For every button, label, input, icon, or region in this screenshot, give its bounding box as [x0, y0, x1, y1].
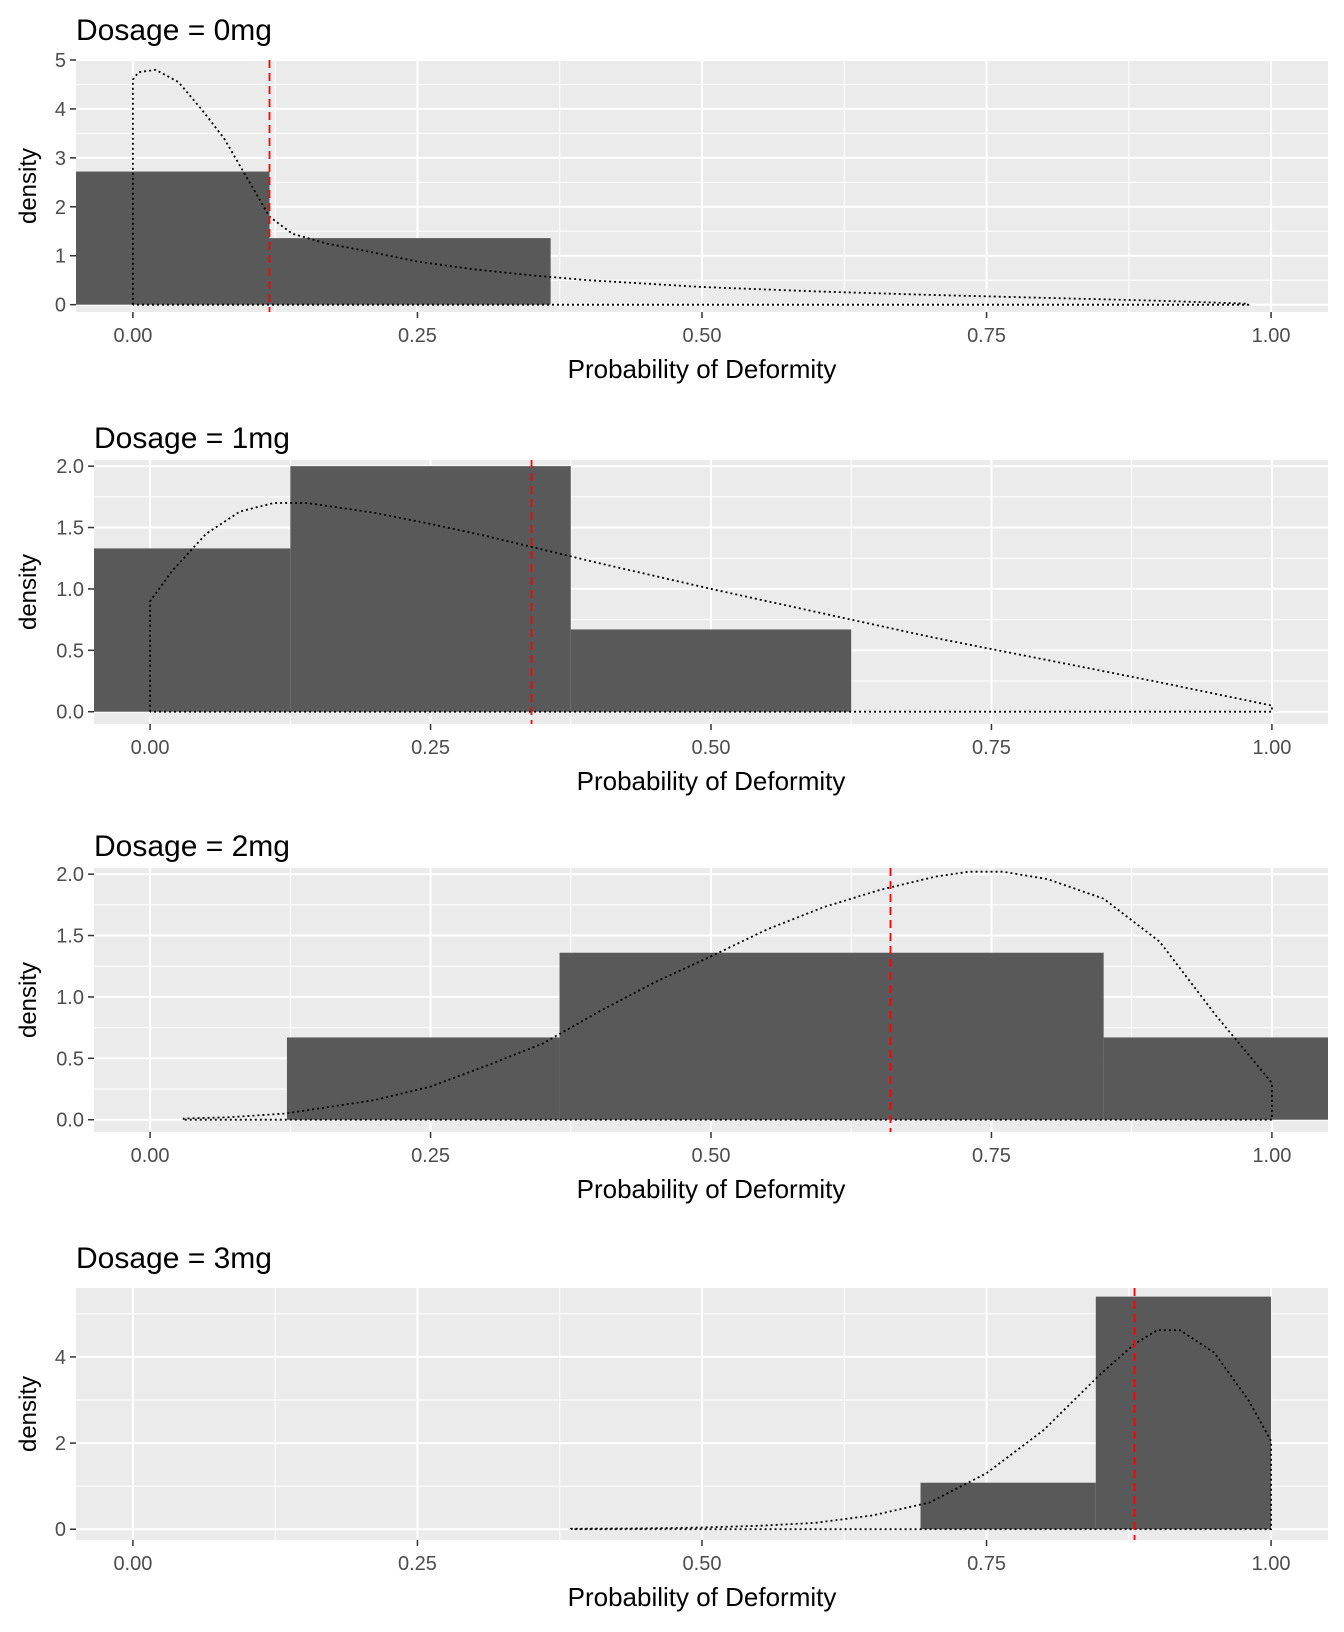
- x-tick-label: 0.00: [131, 737, 170, 759]
- x-tick-label: 0.75: [972, 737, 1011, 759]
- histogram-bar-1: [269, 238, 551, 305]
- y-tick-label: 2.0: [56, 864, 84, 886]
- x-tick-label: 0.25: [411, 1145, 450, 1167]
- y-axis-label: density: [15, 554, 42, 630]
- y-tick-label: 0: [55, 295, 66, 317]
- plot-area: [76, 1288, 1328, 1540]
- y-tick-label: 1.5: [56, 926, 84, 948]
- x-tick-label: 0.75: [967, 1553, 1006, 1575]
- x-tick-label: 0.25: [398, 1553, 437, 1575]
- histogram-bar-1: [290, 466, 571, 712]
- x-tick-label: 1.00: [1252, 737, 1291, 759]
- y-tick-label: 1.0: [56, 987, 84, 1009]
- y-tick-label: 3: [55, 148, 66, 170]
- x-tick-label: 1.00: [1252, 325, 1291, 347]
- chart-title: Dosage = 3mg: [76, 1242, 272, 1275]
- chart-panel-2: Dosage = 2mg 0.00 0.25 0.50 0.75 1.00 0.0 0.5 1.…: [15, 830, 1328, 1204]
- plot-area: [94, 868, 1328, 1132]
- x-tick-label: 0.75: [972, 1145, 1011, 1167]
- density-curve: [182, 870, 1273, 1121]
- density-curve: [570, 1329, 1272, 1531]
- y-tick-label: 2: [55, 197, 66, 219]
- y-tick-label: 0.0: [56, 702, 84, 724]
- x-tick-label: 0.50: [692, 1145, 731, 1167]
- x-tick-label: 0.25: [411, 737, 450, 759]
- chart-title: Dosage = 2mg: [94, 830, 290, 863]
- histogram-bar-2: [1103, 1037, 1328, 1120]
- x-axis-label: Probability of Deformity: [577, 1174, 846, 1204]
- x-tick-label: 1.00: [1252, 1145, 1291, 1167]
- plot-area: [76, 60, 1328, 312]
- histogram-bar-1: [559, 952, 1104, 1120]
- chart-title: Dosage = 0mg: [76, 14, 272, 47]
- x-tick-label: 0.25: [398, 325, 437, 347]
- histogram-bar-2: [570, 629, 852, 712]
- y-axis-label: density: [15, 962, 42, 1038]
- plot-area: [94, 460, 1328, 724]
- chart-panel-1: Dosage = 1mg 0.00 0.25 0.50 0.75 1.00 0.0 0.5 1.…: [15, 422, 1328, 796]
- y-tick-label: 4: [55, 99, 66, 121]
- x-tick-label: 1.00: [1252, 1553, 1291, 1575]
- y-tick-label: 1.0: [56, 579, 84, 601]
- y-axis-label: density: [15, 1376, 42, 1452]
- chart-panel-0: Dosage = 0mg 0.00 0.25 0.50 0.75 1.00 0 1 2 3 4 5 Pr…: [15, 14, 1328, 384]
- x-tick-label: 0.75: [967, 325, 1006, 347]
- y-tick-label: 1: [55, 246, 66, 268]
- y-tick-label: 2: [55, 1433, 66, 1455]
- y-tick-label: 0: [55, 1519, 66, 1541]
- chart-panel-3: Dosage = 3mg 0.00 0.25 0.50 0.75 1.00 0 2 4 Proba…: [15, 1242, 1328, 1612]
- histogram-bar-1: [1095, 1296, 1272, 1530]
- histogram-bar-0: [920, 1482, 1096, 1530]
- y-axis-label: density: [15, 148, 42, 224]
- x-tick-label: 0.50: [683, 1553, 722, 1575]
- x-axis-label: Probability of Deformity: [568, 354, 837, 384]
- y-tick-label: 1.5: [56, 518, 84, 540]
- chart-title: Dosage = 1mg: [94, 422, 290, 455]
- histogram-bar-0: [94, 548, 291, 712]
- y-tick-label: 2.0: [56, 456, 84, 478]
- x-tick-label: 0.00: [131, 1145, 170, 1167]
- y-tick-label: 0.5: [56, 1048, 84, 1070]
- y-tick-label: 4: [55, 1347, 66, 1369]
- density-curve: [149, 502, 1273, 713]
- x-axis-label: Probability of Deformity: [568, 1582, 837, 1612]
- y-tick-label: 0.0: [56, 1110, 84, 1132]
- x-tick-label: 0.00: [113, 1553, 152, 1575]
- x-axis-label: Probability of Deformity: [577, 766, 846, 796]
- y-tick-label: 5: [55, 50, 66, 72]
- y-tick-label: 0.5: [56, 640, 84, 662]
- x-tick-label: 0.50: [683, 325, 722, 347]
- histogram-bar-0: [76, 171, 270, 305]
- x-tick-label: 0.00: [113, 325, 152, 347]
- x-tick-label: 0.50: [692, 737, 731, 759]
